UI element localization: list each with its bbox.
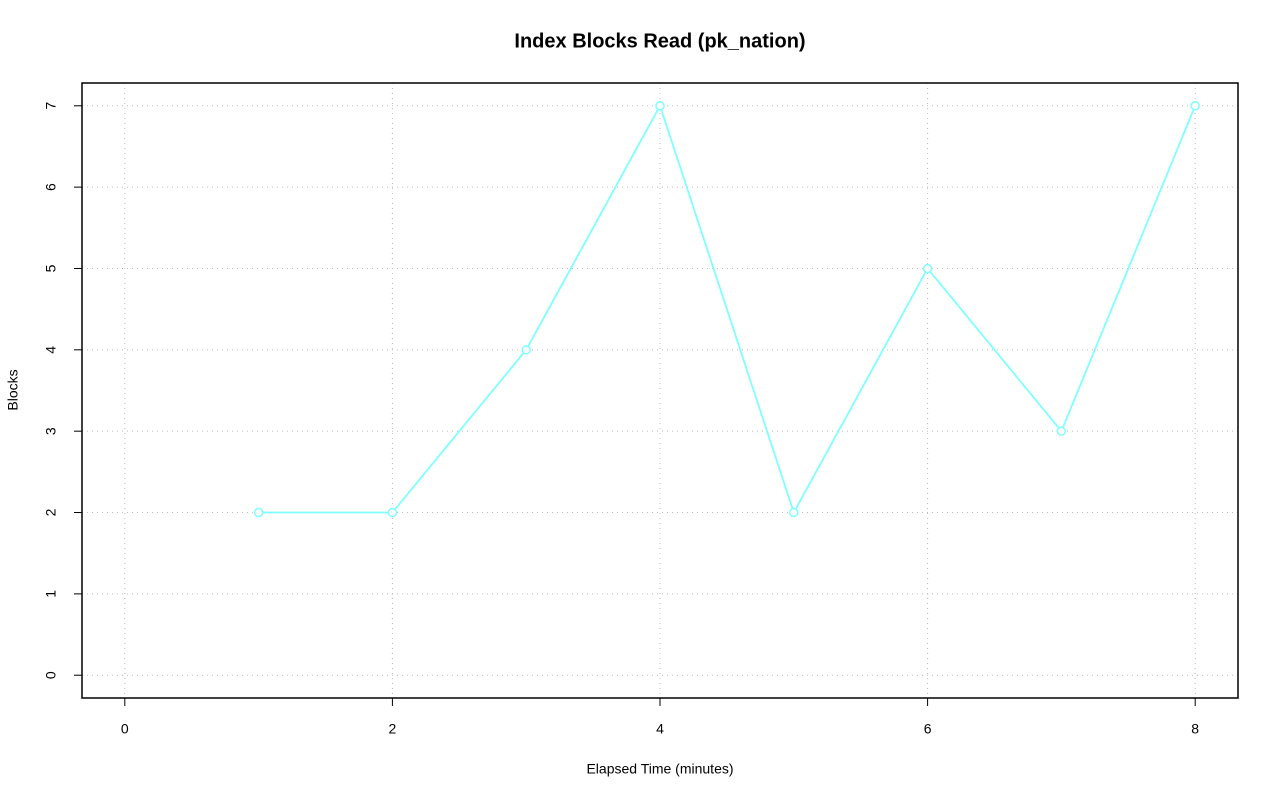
y-axis-label: Blocks bbox=[5, 369, 21, 410]
y-tick-label: 3 bbox=[43, 427, 59, 435]
data-point bbox=[521, 345, 531, 355]
y-tick-label: 5 bbox=[43, 264, 59, 272]
y-tick-label: 1 bbox=[43, 590, 59, 598]
x-axis-label: Elapsed Time (minutes) bbox=[586, 761, 733, 777]
y-tick-label: 6 bbox=[43, 183, 59, 191]
data-point bbox=[387, 507, 398, 518]
x-tick-label: 8 bbox=[1191, 721, 1199, 737]
data-point bbox=[922, 263, 933, 274]
x-tick-label: 0 bbox=[121, 721, 129, 737]
y-tick-label: 0 bbox=[43, 671, 59, 679]
chart-title: Index Blocks Read (pk_nation) bbox=[514, 30, 805, 52]
y-tick-label: 7 bbox=[43, 102, 59, 110]
data-point bbox=[655, 101, 665, 111]
x-tick-label: 2 bbox=[389, 721, 397, 737]
x-tick-label: 4 bbox=[656, 721, 664, 737]
data-point bbox=[253, 507, 264, 518]
y-tick-label: 4 bbox=[43, 346, 59, 354]
data-line bbox=[258, 103, 1197, 515]
x-tick-label: 6 bbox=[924, 721, 932, 737]
data-point bbox=[1056, 426, 1067, 436]
data-point bbox=[789, 507, 799, 518]
plot-frame bbox=[81, 82, 1239, 699]
y-tick-label: 2 bbox=[43, 508, 59, 516]
data-point bbox=[1190, 101, 1200, 111]
